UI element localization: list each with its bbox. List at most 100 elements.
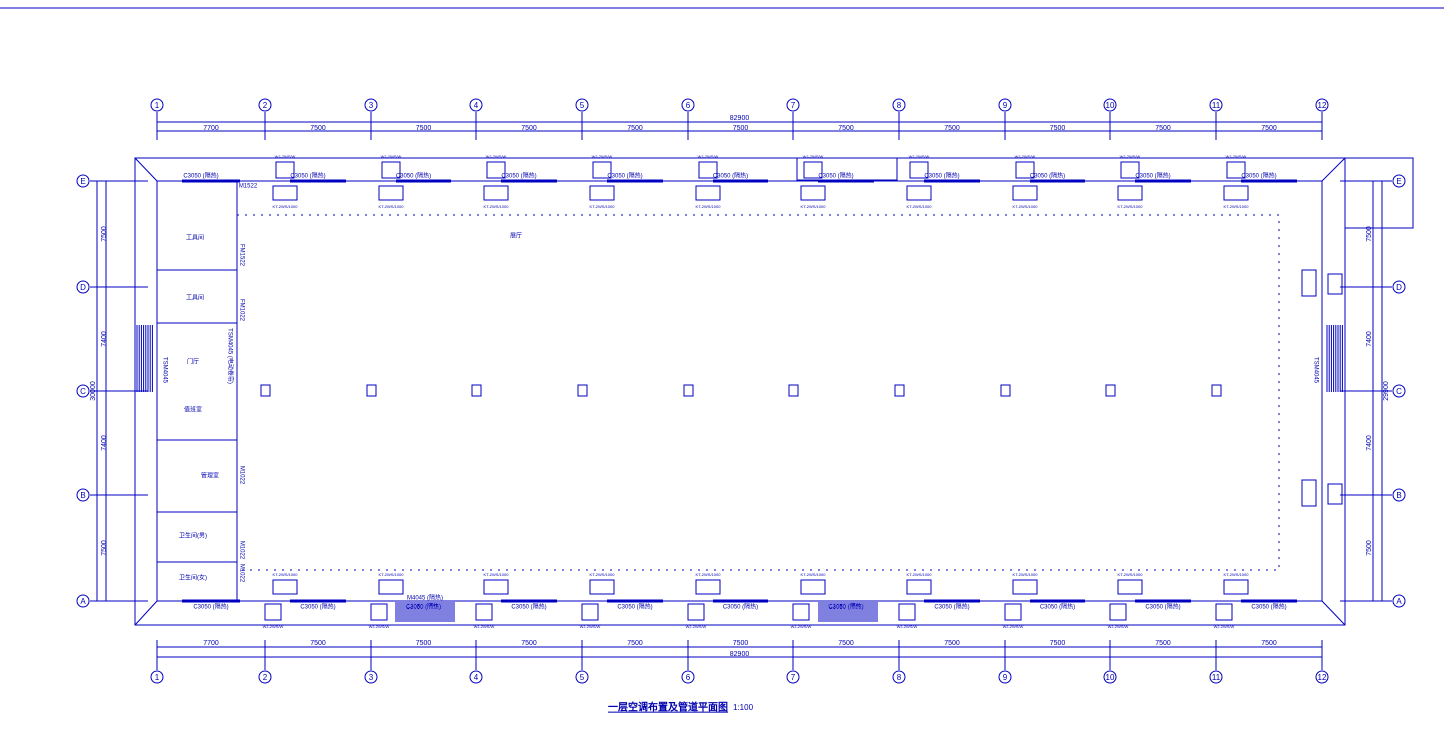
dim-total: 82900 bbox=[730, 651, 750, 658]
axis-label: 6 bbox=[686, 673, 691, 682]
hall-label: 展厅 bbox=[510, 233, 522, 240]
unit-label: KT-2WS/1000 bbox=[1118, 572, 1144, 577]
axis-label: 12 bbox=[1318, 101, 1327, 110]
axis-label: 3 bbox=[369, 673, 374, 682]
dim-span: 7500 bbox=[416, 640, 432, 647]
indoor-unit bbox=[272, 579, 298, 595]
axis-bubble bbox=[998, 98, 1012, 112]
dim-span: 7500 bbox=[1050, 125, 1066, 132]
dim-span: 7700 bbox=[203, 640, 219, 647]
axis-label: E bbox=[1396, 177, 1401, 186]
axis-bubble bbox=[892, 98, 906, 112]
unit-label: KT-2WS/1000 bbox=[801, 572, 827, 577]
outdoor-unit bbox=[1226, 161, 1246, 179]
outdoor-unit bbox=[1327, 273, 1343, 295]
indoor-unit bbox=[906, 185, 932, 201]
column bbox=[1211, 384, 1222, 397]
column bbox=[683, 384, 694, 397]
axis-bubble bbox=[150, 98, 164, 112]
room-label: 工具间 bbox=[186, 234, 204, 242]
axis-label: 9 bbox=[1003, 101, 1008, 110]
unit-label: WJ-2WS/W bbox=[803, 154, 824, 159]
unit-label: WJ-2WS/W bbox=[275, 154, 296, 159]
outdoor-unit bbox=[581, 603, 599, 621]
indoor-unit bbox=[1012, 185, 1038, 201]
indoor-unit bbox=[1012, 579, 1038, 595]
axis-bubble bbox=[76, 174, 90, 188]
inner-wall bbox=[156, 180, 1323, 602]
indoor-unit bbox=[272, 185, 298, 201]
dim-span: 7500 bbox=[838, 640, 854, 647]
window-label: C3050 (隔热) bbox=[723, 603, 758, 611]
dim-total: 30000 bbox=[90, 381, 97, 401]
dim-total: 82900 bbox=[730, 115, 750, 122]
axis-bubble bbox=[1315, 670, 1329, 684]
axis-bubble bbox=[1392, 488, 1406, 502]
axis-label: 9 bbox=[1003, 673, 1008, 682]
indoor-unit bbox=[695, 185, 721, 201]
outdoor-unit bbox=[370, 603, 388, 621]
outdoor-unit bbox=[275, 161, 295, 179]
door-label: M4045 (隔热) bbox=[407, 594, 443, 602]
axis-bubble bbox=[1392, 280, 1406, 294]
window-label: C3050 (隔热) bbox=[501, 172, 536, 180]
unit-label: WJ-2WS/W bbox=[369, 624, 390, 629]
axis-bubble bbox=[892, 670, 906, 684]
axis-bubble bbox=[258, 98, 272, 112]
window-label: C3050 (隔热) bbox=[924, 172, 959, 180]
dim-span: 7500 bbox=[310, 640, 326, 647]
column bbox=[1105, 384, 1116, 397]
unit-label: KT-2WS/1000 bbox=[907, 204, 933, 209]
drawing-title: 一层空调布置及管道平面图 bbox=[608, 701, 728, 714]
window-label: C3050 (隔热) bbox=[1241, 172, 1276, 180]
column bbox=[577, 384, 588, 397]
axis-label: 5 bbox=[580, 673, 585, 682]
column bbox=[471, 384, 482, 397]
door-label: M1022 bbox=[238, 541, 244, 560]
dim-span: 7500 bbox=[416, 125, 432, 132]
axis-label: 11 bbox=[1212, 101, 1221, 110]
door-label: TSM4045 (电动卷帘) bbox=[226, 328, 234, 384]
outdoor-unit bbox=[792, 603, 810, 621]
unit-label: KT-2WS/1000 bbox=[696, 572, 722, 577]
indoor-unit bbox=[378, 185, 404, 201]
door-label: FM1022 bbox=[238, 299, 244, 322]
dim-span: 7500 bbox=[733, 640, 749, 647]
outdoor-unit bbox=[592, 161, 612, 179]
axis-bubble bbox=[1392, 174, 1406, 188]
indoor-unit bbox=[800, 185, 826, 201]
unit-label: KT-2WS/1000 bbox=[590, 204, 616, 209]
unit-label: WJ-2WS/W bbox=[1003, 624, 1024, 629]
dim-span: 7500 bbox=[1366, 540, 1373, 556]
axis-bubble bbox=[1392, 594, 1406, 608]
unit-label: KT-2WS/1000 bbox=[1224, 204, 1250, 209]
axis-label: E bbox=[80, 177, 85, 186]
axis-label: A bbox=[80, 597, 86, 606]
indoor-unit bbox=[1301, 269, 1317, 297]
unit-label: WJ-2WS/W bbox=[791, 624, 812, 629]
room-label: 门厅 bbox=[187, 358, 199, 366]
room-label: 值班室 bbox=[184, 406, 202, 414]
door-label: TSM4045 bbox=[161, 357, 167, 384]
axis-label: 7 bbox=[791, 673, 796, 682]
unit-label: KT-2WS/1000 bbox=[484, 204, 510, 209]
axis-label: 5 bbox=[580, 101, 585, 110]
dim-total: 29900 bbox=[1383, 381, 1390, 401]
outdoor-unit bbox=[264, 603, 282, 621]
indoor-unit bbox=[1223, 185, 1249, 201]
room-label: 卫生间(男) bbox=[179, 532, 207, 540]
outdoor-unit bbox=[1120, 161, 1140, 179]
indoor-unit bbox=[1117, 579, 1143, 595]
column bbox=[366, 384, 377, 397]
column bbox=[1000, 384, 1011, 397]
unit-label: WJ-2WS/W bbox=[1108, 624, 1129, 629]
column bbox=[788, 384, 799, 397]
dim-span: 7400 bbox=[101, 331, 108, 347]
unit-label: WJ-2WS/W bbox=[698, 154, 719, 159]
indoor-unit bbox=[589, 579, 615, 595]
axis-label: 4 bbox=[474, 673, 479, 682]
axis-bubble bbox=[575, 670, 589, 684]
axis-bubble bbox=[364, 98, 378, 112]
door-label: M1022 bbox=[238, 466, 244, 485]
axis-bubble bbox=[364, 670, 378, 684]
